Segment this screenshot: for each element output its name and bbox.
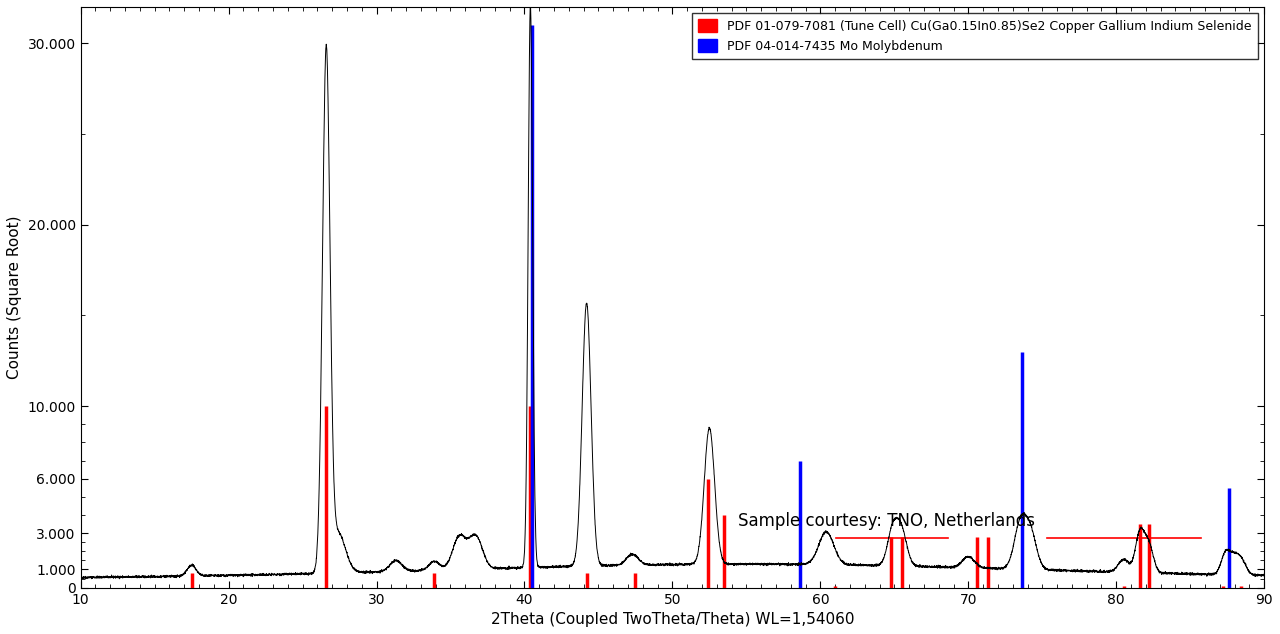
Y-axis label: Counts (Square Root): Counts (Square Root) [6,216,22,379]
X-axis label: 2Theta (Coupled TwoTheta/Theta) WL=1,54060: 2Theta (Coupled TwoTheta/Theta) WL=1,540… [490,612,854,627]
Legend: PDF 01-079-7081 (Tune Cell) Cu(Ga0.15In0.85)Se2 Copper Gallium Indium Selenide, : PDF 01-079-7081 (Tune Cell) Cu(Ga0.15In0… [692,13,1258,59]
Text: Sample courtesy: TNO, Netherlands: Sample courtesy: TNO, Netherlands [737,512,1034,529]
